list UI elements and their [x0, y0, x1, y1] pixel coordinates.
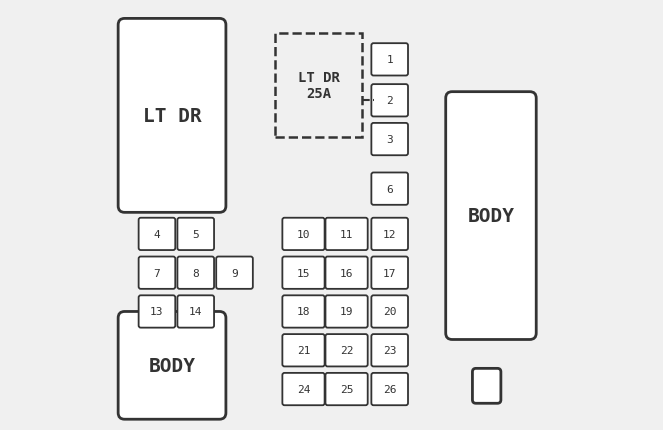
Text: 11: 11	[340, 229, 353, 240]
Text: 2: 2	[387, 96, 393, 106]
Text: 17: 17	[383, 268, 396, 278]
FancyBboxPatch shape	[371, 44, 408, 77]
Text: BODY: BODY	[467, 206, 514, 226]
Text: 23: 23	[383, 345, 396, 356]
Text: 19: 19	[340, 307, 353, 317]
FancyBboxPatch shape	[473, 369, 501, 403]
FancyBboxPatch shape	[178, 257, 214, 289]
Text: 12: 12	[383, 229, 396, 240]
FancyBboxPatch shape	[139, 257, 175, 289]
FancyBboxPatch shape	[371, 335, 408, 366]
Text: 25: 25	[340, 384, 353, 394]
FancyBboxPatch shape	[139, 296, 175, 328]
FancyBboxPatch shape	[282, 335, 325, 366]
Text: 9: 9	[231, 268, 238, 278]
FancyBboxPatch shape	[371, 296, 408, 328]
FancyBboxPatch shape	[282, 257, 325, 289]
FancyBboxPatch shape	[282, 373, 325, 405]
FancyBboxPatch shape	[118, 312, 226, 419]
FancyBboxPatch shape	[371, 373, 408, 405]
FancyBboxPatch shape	[326, 257, 368, 289]
FancyBboxPatch shape	[371, 218, 408, 250]
FancyBboxPatch shape	[326, 296, 368, 328]
Text: 16: 16	[340, 268, 353, 278]
FancyBboxPatch shape	[371, 257, 408, 289]
Text: 1: 1	[387, 55, 393, 65]
FancyBboxPatch shape	[371, 85, 408, 117]
Text: LT DR
25A: LT DR 25A	[298, 71, 339, 101]
Text: 13: 13	[151, 307, 164, 317]
FancyBboxPatch shape	[282, 218, 325, 250]
Text: 10: 10	[297, 229, 310, 240]
FancyBboxPatch shape	[326, 373, 368, 405]
FancyBboxPatch shape	[371, 124, 408, 156]
FancyBboxPatch shape	[282, 296, 325, 328]
Text: 3: 3	[387, 135, 393, 145]
Text: 22: 22	[340, 345, 353, 356]
Text: 15: 15	[297, 268, 310, 278]
Bar	[275, 34, 362, 138]
Text: 7: 7	[154, 268, 160, 278]
Text: 26: 26	[383, 384, 396, 394]
FancyBboxPatch shape	[118, 19, 226, 213]
Text: 14: 14	[189, 307, 202, 317]
FancyBboxPatch shape	[326, 218, 368, 250]
Text: LT DR: LT DR	[143, 107, 202, 126]
FancyBboxPatch shape	[326, 335, 368, 366]
Text: 6: 6	[387, 184, 393, 194]
Text: 24: 24	[297, 384, 310, 394]
FancyBboxPatch shape	[371, 173, 408, 206]
Text: 5: 5	[192, 229, 199, 240]
FancyBboxPatch shape	[216, 257, 253, 289]
Text: 18: 18	[297, 307, 310, 317]
Text: BODY: BODY	[149, 356, 196, 375]
Text: 21: 21	[297, 345, 310, 356]
FancyBboxPatch shape	[139, 218, 175, 250]
Text: 4: 4	[154, 229, 160, 240]
Text: 20: 20	[383, 307, 396, 317]
FancyBboxPatch shape	[178, 218, 214, 250]
FancyBboxPatch shape	[178, 296, 214, 328]
FancyBboxPatch shape	[446, 92, 536, 340]
Text: 8: 8	[192, 268, 199, 278]
